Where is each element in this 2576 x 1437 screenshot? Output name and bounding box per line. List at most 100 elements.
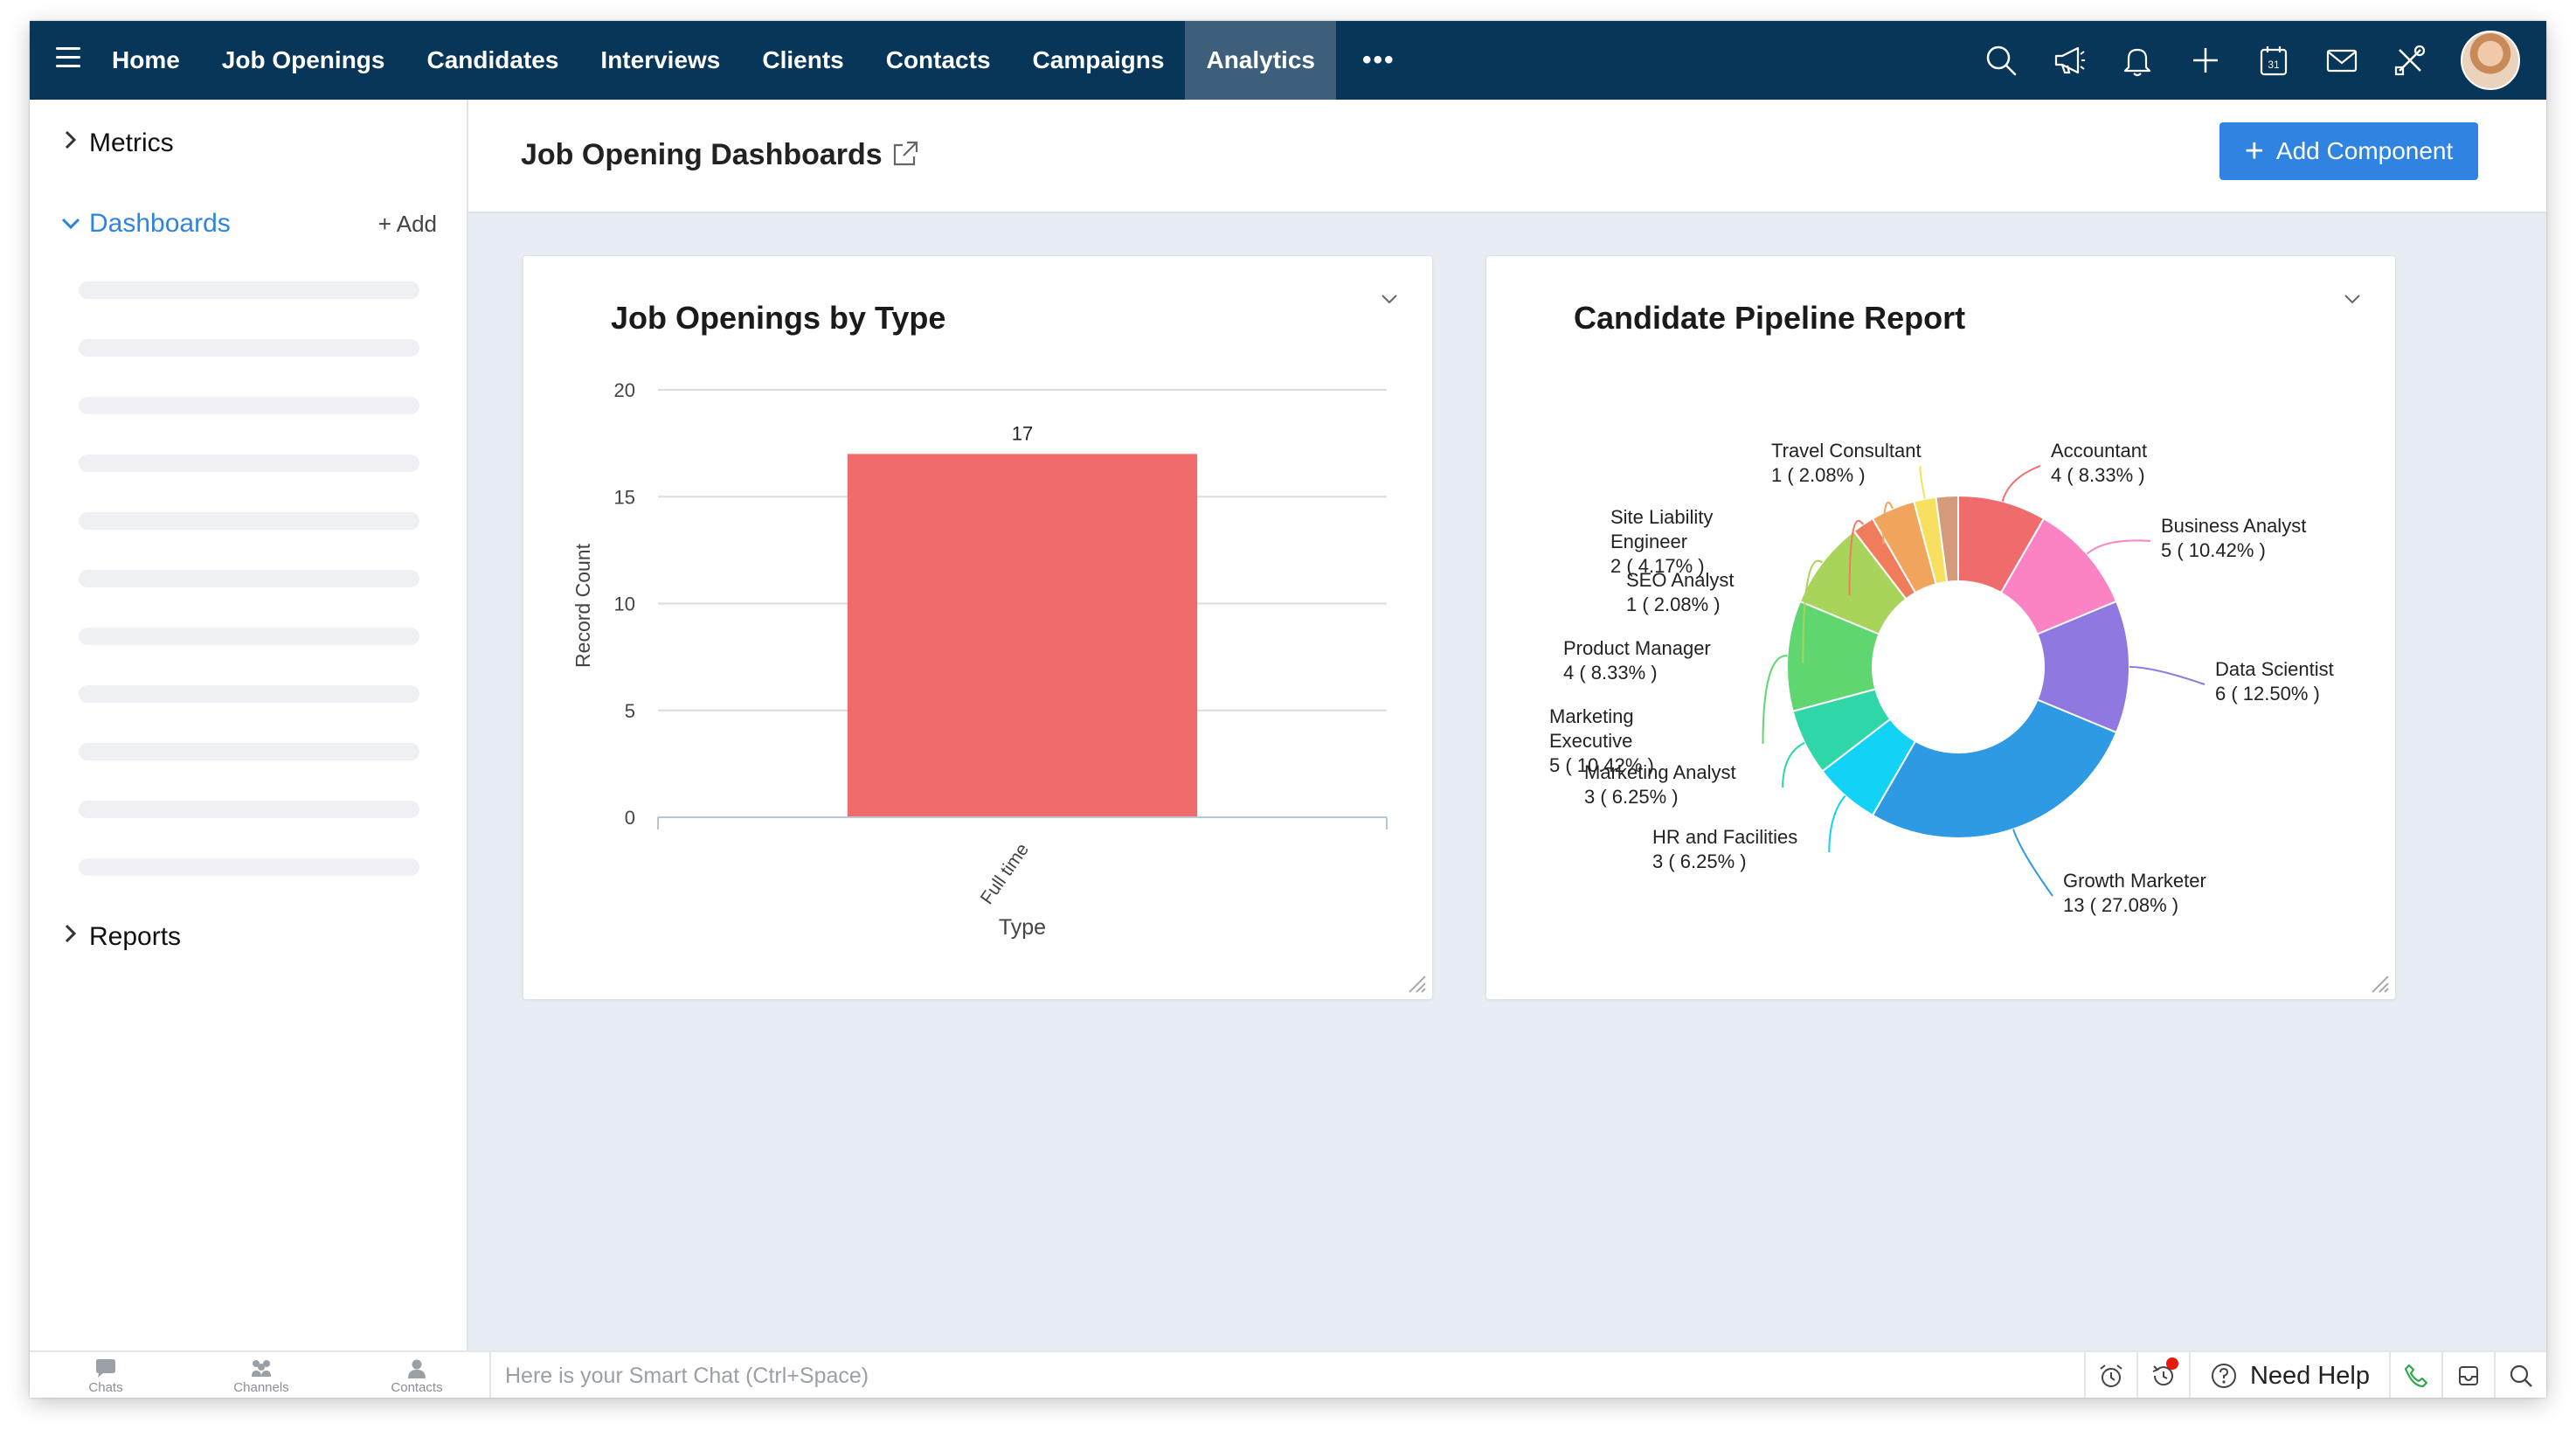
- skeleton-row: [79, 281, 419, 299]
- tools-icon[interactable]: [2391, 41, 2429, 80]
- add-dashboard-button[interactable]: + Add: [377, 210, 437, 237]
- chat-icon: [96, 1359, 115, 1378]
- avatar[interactable]: [2461, 31, 2520, 90]
- nav-more-button[interactable]: •••: [1361, 45, 1395, 74]
- notification-dot: [2165, 1357, 2178, 1370]
- data-label: 17: [1012, 422, 1033, 444]
- page-header: Job Opening Dashboards + Add Component: [468, 100, 2546, 213]
- sidebar-item-dashboards[interactable]: Dashboards + Add: [30, 198, 467, 250]
- sidebar-item-label: Metrics: [89, 128, 174, 157]
- leader-line: [1848, 519, 1864, 596]
- slice-label: SEO Analyst 1 ( 2.08% ): [1626, 569, 1735, 615]
- history-icon[interactable]: [2136, 1352, 2189, 1398]
- bell-icon[interactable]: [2118, 41, 2157, 80]
- skeleton-row: [79, 339, 419, 357]
- nav-tab-analytics[interactable]: Analytics: [1185, 21, 1336, 100]
- chats-button[interactable]: Chats: [58, 1356, 154, 1395]
- plus-icon[interactable]: [2186, 41, 2225, 80]
- sidebar-item-metrics[interactable]: Metrics: [30, 117, 467, 170]
- skeleton-row: [79, 743, 419, 760]
- leader-lines: [1762, 465, 2206, 897]
- bars: 17: [847, 422, 1198, 817]
- phone-icon[interactable]: [2389, 1352, 2441, 1398]
- alarm-icon[interactable]: [2083, 1352, 2136, 1398]
- leader-line: [1782, 741, 1805, 788]
- skeleton-row: [79, 570, 419, 587]
- y-tick-label: 20: [614, 379, 635, 401]
- smart-chat-input[interactable]: Here is your Smart Chat (Ctrl+Space): [489, 1352, 2130, 1398]
- chats-label: Chats: [88, 1380, 123, 1395]
- mail-icon[interactable]: [2323, 41, 2361, 80]
- skeleton-row: [79, 801, 419, 818]
- nav-tab-campaigns[interactable]: Campaigns: [1032, 46, 1165, 73]
- x-axis-label: Type: [999, 915, 1046, 940]
- megaphone-icon[interactable]: [2050, 41, 2088, 80]
- donut-slice[interactable]: [1935, 494, 1959, 583]
- menu-icon[interactable]: [56, 47, 80, 73]
- chart-title: Candidate Pipeline Report: [1574, 300, 1966, 336]
- nav-tab-job-openings[interactable]: Job Openings: [221, 46, 385, 73]
- leader-line: [2086, 539, 2151, 555]
- x-tick-label: Full time: [977, 840, 1033, 908]
- calendar-icon[interactable]: 31: [2254, 41, 2293, 80]
- search-icon[interactable]: [2494, 1352, 2546, 1398]
- external-link-icon[interactable]: [890, 138, 921, 170]
- skeleton-row: [79, 858, 419, 876]
- y-axis-label: Record Count: [571, 543, 594, 668]
- y-tick-label: 15: [614, 486, 635, 508]
- donut-chart-card: Candidate Pipeline Report Accountant 4 ( …: [1485, 255, 2396, 1000]
- skeleton-row: [79, 628, 419, 645]
- bar[interactable]: [847, 454, 1198, 817]
- add-component-button[interactable]: + Add Component: [2219, 122, 2478, 180]
- skeleton-row: [79, 685, 419, 703]
- channels-button[interactable]: Channels: [213, 1356, 309, 1395]
- slice-label: Business Analyst 5 ( 10.42% ): [2161, 515, 2306, 561]
- chevron-right-icon: [58, 128, 84, 158]
- nav-tab-clients[interactable]: Clients: [762, 46, 844, 73]
- slice-label: Marketing Executive 5 ( 10.42% ): [1549, 705, 1654, 776]
- chevron-right-icon: [58, 922, 84, 952]
- channels-label: Channels: [233, 1380, 289, 1395]
- sidebar-item-reports[interactable]: Reports: [30, 911, 467, 963]
- slice-label: Growth Marketer 13 ( 27.08% ): [2063, 870, 2206, 916]
- main-content: Job Opening Dashboards + Add Component J…: [468, 100, 2546, 1350]
- y-tick-label: 10: [614, 594, 635, 615]
- resize-handle-icon[interactable]: [1404, 971, 1427, 994]
- leader-line: [1828, 795, 1846, 853]
- channels-icon: [252, 1360, 271, 1377]
- inbox-icon[interactable]: [2441, 1352, 2494, 1398]
- skeleton-row: [79, 397, 419, 414]
- need-help-button[interactable]: Need Help: [2188, 1352, 2389, 1398]
- skeleton-row: [79, 512, 419, 530]
- nav-tab-home[interactable]: Home: [112, 46, 180, 73]
- y-axis-ticks: 0 5 10 15 20: [614, 379, 635, 829]
- chevron-down-icon[interactable]: [1378, 288, 1401, 310]
- donut-chart: Accountant 4 ( 8.33% ) Business Analyst 5 (…: [1549, 440, 2334, 916]
- slice-label: Data Scientist 6 ( 12.50% ): [2215, 658, 2334, 705]
- skeleton-row: [79, 455, 419, 472]
- help-icon: [2211, 1364, 2236, 1388]
- contact-icon: [408, 1359, 426, 1378]
- nav-tab-candidates[interactable]: Candidates: [426, 46, 559, 73]
- plus-icon: +: [2244, 133, 2264, 170]
- slice-label: Site Liability Engineer 2 ( 4.17% ): [1610, 506, 1713, 577]
- top-nav: Home Job Openings Candidates Interviews …: [30, 21, 2546, 100]
- contacts-button[interactable]: Contacts: [369, 1356, 465, 1395]
- chevron-down-icon[interactable]: [2341, 288, 2364, 310]
- resize-handle-icon[interactable]: [2367, 971, 2390, 994]
- nav-tab-interviews[interactable]: Interviews: [600, 46, 721, 73]
- slice-label: HR and Facilities 3 ( 6.25% ): [1652, 826, 1797, 872]
- search-icon[interactable]: [1982, 41, 2020, 80]
- donut-slice[interactable]: [1871, 698, 2118, 839]
- chart-title: Job Openings by Type: [611, 300, 946, 336]
- slice-label: Product Manager 4 ( 8.33% ): [1563, 637, 1711, 684]
- nav-tab-contacts[interactable]: Contacts: [885, 46, 991, 73]
- svg-text:31: 31: [2268, 59, 2280, 71]
- need-help-label: Need Help: [2249, 1361, 2370, 1390]
- leader-line: [1802, 559, 1824, 664]
- leader-line: [2129, 666, 2206, 685]
- sidebar: Metrics Dashboards + Add Repo: [30, 100, 468, 1350]
- leader-line: [2001, 465, 2041, 502]
- add-component-label: Add Component: [2275, 137, 2454, 164]
- slice-label: Travel Consultant 1 ( 2.08% ): [1771, 440, 1922, 486]
